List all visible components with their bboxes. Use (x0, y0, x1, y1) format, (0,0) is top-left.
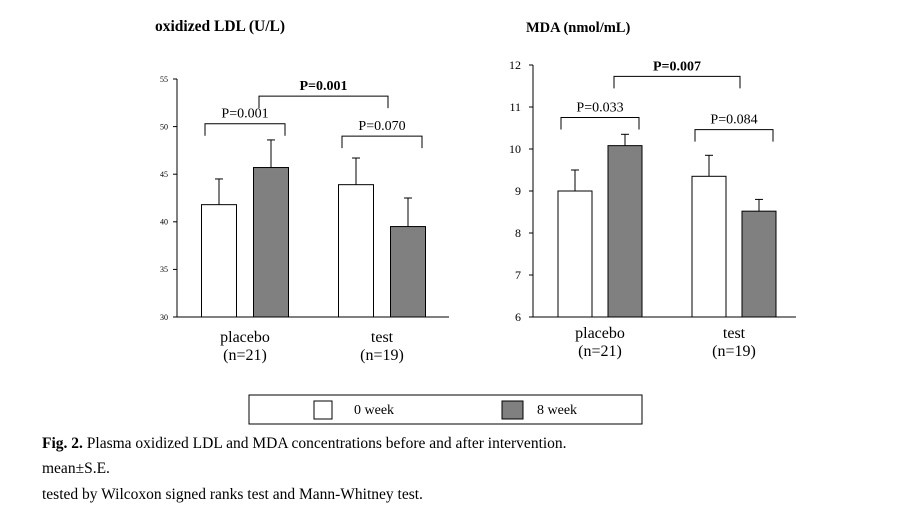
p-value-label: P=0.007 (653, 59, 701, 74)
y-tick-label: 9 (515, 184, 521, 198)
p-value-label: P=0.070 (358, 119, 405, 134)
p-value-label: P=0.084 (710, 113, 757, 128)
y-tick-label: 50 (160, 122, 168, 131)
p-value-label: P=0.001 (299, 79, 347, 94)
category-label: test (723, 325, 746, 342)
category-sub-label: (n=19) (712, 343, 756, 360)
y-tick-label: 6 (515, 310, 521, 324)
y-tick-label: 45 (160, 170, 168, 179)
chart-oxidized-ldl: 30 35 40 45 50 55 placebo(n=21) test(n=19) P=0.0… (160, 75, 449, 364)
y-tick-label: 35 (160, 265, 168, 274)
bar-0-week (338, 184, 374, 318)
chart-title-oxidized-ldl: oxidized LDL (U/L) (155, 18, 285, 35)
bar-0-week (557, 190, 593, 318)
category-label: placebo (220, 329, 270, 346)
y-tick-label: 10 (509, 142, 521, 156)
bracket-line (341, 135, 423, 149)
caption-line-2: mean±S.E. (42, 460, 110, 477)
legend-label-0-week: 0 week (354, 403, 394, 418)
legend-box (248, 394, 643, 425)
bar-8-week (607, 145, 643, 318)
bracket-line (560, 117, 640, 130)
chart-title-mda: MDA (nmol/mL) (526, 20, 630, 36)
figure-label: Fig. 2. (42, 435, 83, 452)
bar-8-week (741, 210, 777, 318)
bracket-line (258, 95, 389, 109)
p-value-label: P=0.033 (576, 101, 623, 116)
category-sub-label: (n=19) (360, 347, 404, 364)
y-tick-label: 11 (509, 100, 521, 114)
y-tick-label: 8 (515, 226, 521, 240)
bar-8-week (253, 167, 289, 318)
caption-text: Plasma oxidized LDL and MDA concentratio… (82, 435, 567, 452)
y-tick-label: 40 (160, 218, 168, 227)
legend: 0 week 8 week (248, 394, 643, 425)
legend-swatch-0-week (313, 400, 333, 420)
significance-bracket: P=0.033 (560, 101, 640, 130)
bracket-line (694, 129, 774, 142)
bar-8-week (390, 226, 426, 318)
significance-bracket: P=0.084 (694, 113, 774, 142)
p-value-label: P=0.001 (221, 107, 268, 122)
caption-line-1: Fig. 2. Plasma oxidized LDL and MDA conc… (42, 435, 567, 453)
significance-bracket: P=0.001 (258, 79, 389, 109)
y-tick-label: 7 (515, 268, 521, 282)
chart-mda: 6 7 8 9 10 11 12 placebo(n=21) test(n=19) P=0.007… (509, 58, 796, 360)
y-tick-label: 30 (160, 313, 168, 322)
bar-0-week (201, 204, 237, 318)
category-label: placebo (575, 325, 625, 342)
category-sub-label: (n=21) (223, 347, 267, 364)
bracket-line (204, 123, 286, 136)
y-tick-label: 55 (160, 75, 168, 84)
significance-bracket: P=0.001 (204, 107, 286, 136)
significance-bracket: P=0.007 (613, 59, 741, 89)
bracket-line (613, 75, 741, 89)
category-label: test (371, 329, 394, 346)
legend-label-8-week: 8 week (537, 403, 577, 418)
legend-swatch-8-week (501, 400, 524, 420)
bar-0-week (691, 175, 727, 318)
y-tick-label: 12 (509, 58, 521, 72)
significance-bracket: P=0.070 (341, 119, 423, 149)
category-sub-label: (n=21) (578, 343, 622, 360)
caption-line-3: tested by Wilcoxon signed ranks test and… (42, 486, 423, 503)
